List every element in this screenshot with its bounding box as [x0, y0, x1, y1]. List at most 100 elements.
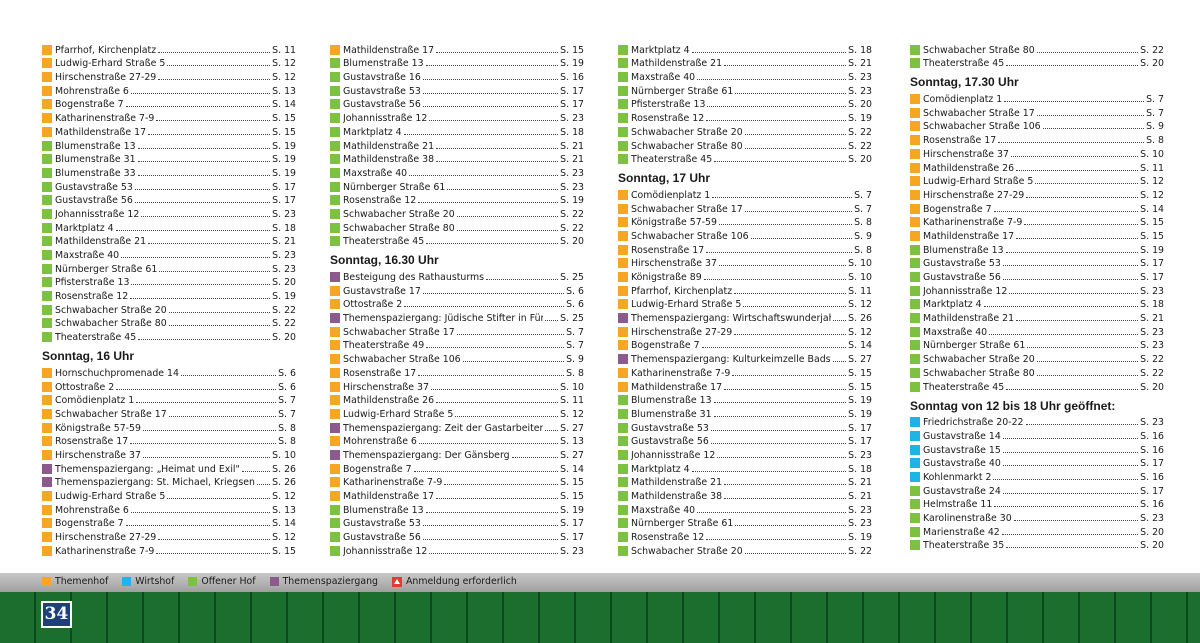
- list-item: Comödienplatz 1 S. 7: [910, 91, 1164, 105]
- category-swatch-icon: [910, 217, 920, 228]
- list-item: Karolinenstraße 30 S. 23: [910, 510, 1164, 524]
- list-item: Mohrenstraße 6 S. 13: [330, 434, 584, 447]
- dot-leader: [743, 306, 847, 308]
- list-item: Gustavstraße 56 S. 17: [910, 269, 1164, 283]
- location-name: Mathildenstraße 38: [631, 491, 723, 502]
- location-name: Maxstraße 40: [923, 326, 988, 338]
- list-item: Schwabacher Straße 20 S. 22: [910, 351, 1164, 365]
- category-swatch-icon: [618, 477, 628, 488]
- dot-leader: [125, 525, 271, 527]
- dot-leader: [706, 251, 853, 253]
- category-swatch-icon: [910, 203, 920, 214]
- page-reference: S. 18: [272, 222, 296, 234]
- page-reference: S. 10: [848, 258, 872, 270]
- column-4: Schwabacher Straße 80 S. 22 Theaterstraße …: [910, 42, 1164, 551]
- fence-plank: [34, 592, 36, 643]
- dot-leader: [1016, 169, 1139, 171]
- category-swatch-icon: [618, 381, 628, 392]
- category-swatch-icon: [618, 140, 628, 151]
- category-swatch-icon: [910, 176, 920, 187]
- list-item: Besteigung des Rathausturms S. 25: [330, 269, 584, 283]
- location-name: Themenspaziergang: Zeit der Gastarbeiter: [343, 422, 543, 434]
- page-reference: S. 16: [1140, 430, 1164, 442]
- location-name: Rosenstraße 17: [631, 244, 705, 256]
- legend-bar: [0, 573, 1200, 593]
- dot-leader: [1002, 451, 1139, 453]
- location-name: Katharinenstraße 7-9: [343, 477, 443, 489]
- category-swatch-icon: [42, 491, 52, 501]
- location-name: Rosenstraße 12: [631, 532, 705, 544]
- list-item: Katharinenstraße 7-9 S. 15: [330, 475, 584, 489]
- category-swatch-icon: [330, 463, 340, 474]
- list-item: Gustavstraße 15 S. 16: [910, 442, 1164, 456]
- dot-leader: [455, 415, 559, 417]
- page-reference: S. 23: [1140, 513, 1164, 524]
- dot-leader: [125, 106, 271, 108]
- location-name: Maxstraße 40: [343, 167, 408, 179]
- category-swatch-icon: [330, 491, 340, 501]
- category-swatch-icon: [618, 203, 628, 214]
- location-name: Themenspaziergang: Wirtschaftswunderjahr…: [631, 313, 831, 325]
- themenspaziergang-swatch-icon: [269, 577, 279, 586]
- category-swatch-icon: [910, 258, 920, 269]
- category-swatch-icon: [42, 44, 52, 55]
- dot-leader: [404, 306, 565, 308]
- page-reference: S. 23: [272, 263, 296, 275]
- page-reference: S. 23: [1140, 417, 1164, 429]
- list-item: Schwabacher Straße 17 S. 7: [330, 324, 584, 338]
- fence-plank: [430, 592, 432, 643]
- list-item: Blumenstraße 13 S. 19: [330, 502, 584, 516]
- page-reference: S. 16: [1140, 499, 1164, 511]
- list-item: Theaterstraße 45 S. 20: [330, 234, 584, 247]
- location-name: Bogenstraße 7: [631, 340, 700, 352]
- location-name: Nürnberger Straße 61: [923, 340, 1026, 352]
- fence-plank: [790, 592, 792, 643]
- page-reference: S. 13: [272, 504, 296, 516]
- list-item: Rosenstraße 17 S. 8: [42, 434, 296, 447]
- dot-leader: [701, 347, 847, 349]
- category-swatch-icon: [330, 99, 340, 110]
- category-swatch-icon: [330, 154, 340, 165]
- dot-leader: [744, 210, 853, 212]
- page-reference: S. 10: [272, 449, 296, 461]
- category-swatch-icon: [618, 491, 628, 501]
- dot-leader: [1002, 279, 1139, 280]
- location-name: Comödienplatz 1: [55, 395, 135, 407]
- category-swatch-icon: [618, 449, 628, 460]
- dot-leader: [418, 443, 559, 445]
- location-name: Blumenstraße 31: [631, 408, 712, 420]
- dot-leader: [993, 210, 1139, 212]
- list-item: Theaterstraße 35 S. 20: [910, 538, 1164, 551]
- section-heading: Sonntag, 16 Uhr: [42, 349, 135, 364]
- list-item: Pfisterstraße 13 S. 20: [618, 97, 872, 110]
- location-name: Schwabacher Straße 106: [923, 121, 1041, 133]
- location-name: Gustavstraße 15: [923, 444, 1001, 456]
- location-name: Schwabacher Straße 80: [631, 140, 743, 152]
- location-name: Schwabacher Straße 20: [631, 126, 743, 138]
- page-reference: S. 20: [1140, 526, 1164, 538]
- dot-leader: [744, 147, 847, 149]
- page-reference: S. 27: [848, 354, 872, 366]
- dot-leader: [137, 147, 271, 149]
- dot-leader: [994, 506, 1139, 508]
- location-name: Mathildenstraße 38: [343, 154, 435, 166]
- dot-leader: [426, 243, 559, 245]
- location-name: Rosenstraße 12: [343, 195, 417, 207]
- list-item: Rosenstraße 17 S. 8: [330, 365, 584, 379]
- page-reference: S. 22: [560, 222, 584, 234]
- list-item: Schwabacher Straße 80 S. 22: [42, 316, 296, 330]
- category-swatch-icon: [42, 58, 52, 69]
- page-reference: S. 22: [272, 318, 296, 330]
- location-name: Kohlenmarkt 2: [923, 471, 992, 483]
- page-reference: S. 19: [848, 113, 872, 125]
- list-item: Schwabacher Straße 20 S. 22: [42, 302, 296, 316]
- list-item: Mathildenstraße 17 S. 15: [910, 228, 1164, 242]
- page-reference: S. 14: [272, 518, 296, 530]
- list-item: Blumenstraße 31 S. 19: [618, 406, 872, 420]
- category-swatch-icon: [330, 504, 340, 515]
- category-swatch-icon: [618, 354, 628, 365]
- location-name: Nürnberger Straße 61: [55, 263, 158, 275]
- category-swatch-icon: [910, 313, 920, 324]
- page-reference: S. 23: [848, 518, 872, 530]
- dot-leader: [158, 539, 271, 541]
